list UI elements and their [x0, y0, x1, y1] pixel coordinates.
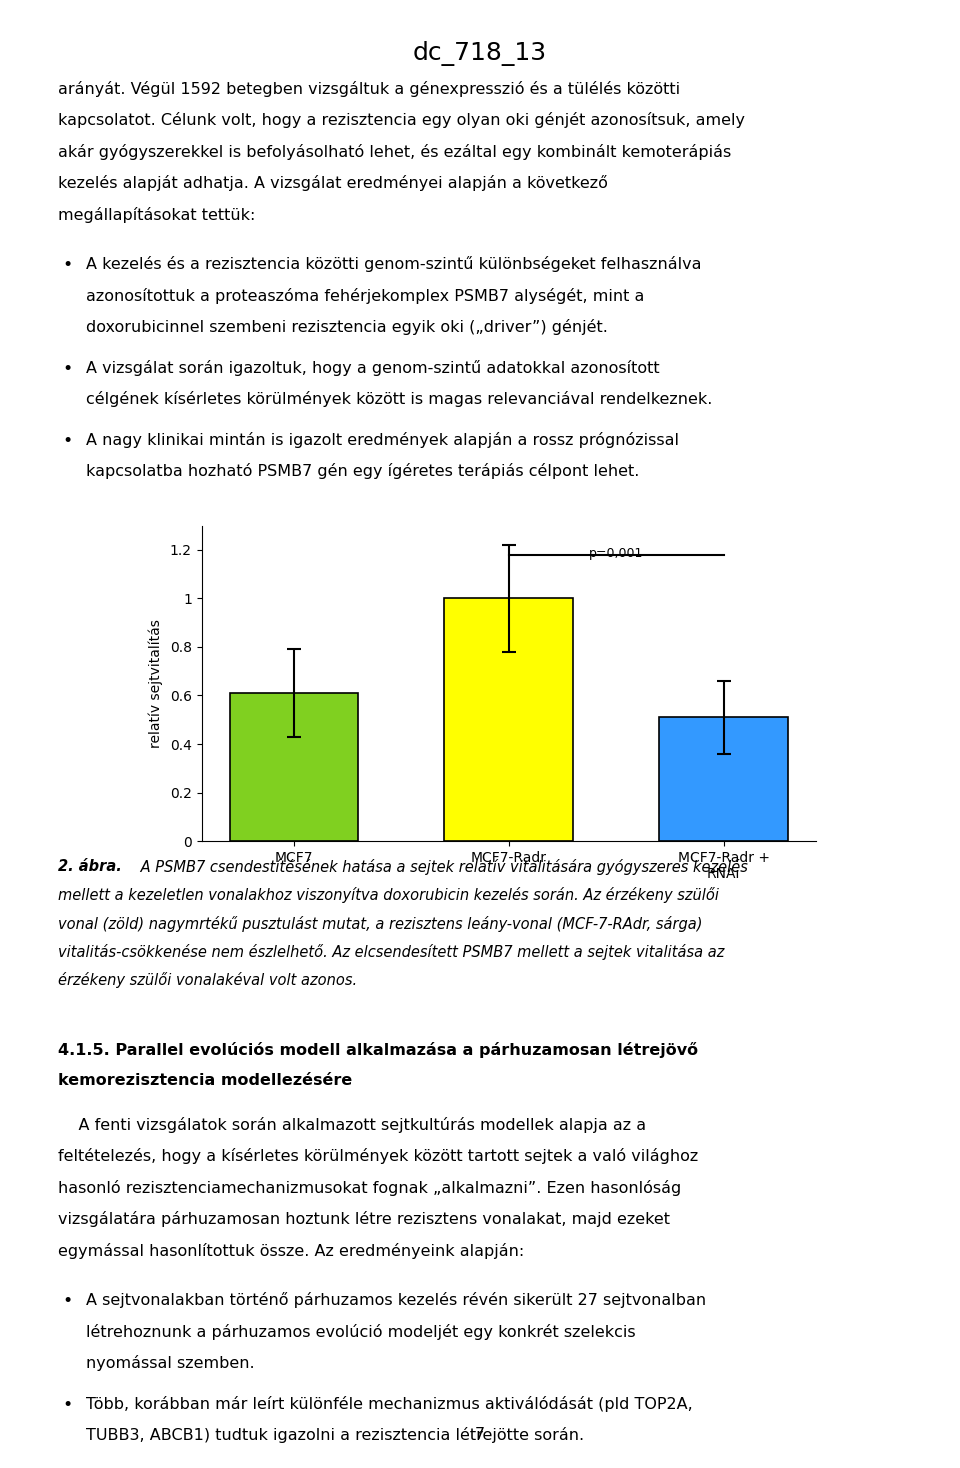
Text: •: •: [62, 1396, 73, 1414]
Text: akár gyógyszerekkel is befolyásolható lehet, és ezáltal egy kombinált kemoterápi: akár gyógyszerekkel is befolyásolható le…: [58, 144, 731, 160]
Text: •: •: [62, 255, 73, 275]
Text: célgének kísérletes körülmények között is magas relevanciával rendelkeznek.: célgének kísérletes körülmények között i…: [86, 390, 712, 407]
Text: •: •: [62, 432, 73, 449]
Text: létrehoznunk a párhuzamos evolúció modeljét egy konkrét szelekcis: létrehoznunk a párhuzamos evolúció model…: [86, 1324, 636, 1340]
Text: egymással hasonlítottuk össze. Az eredményeink alapján:: egymással hasonlítottuk össze. Az eredmé…: [58, 1243, 524, 1260]
Text: érzékeny szülői vonalakéval volt azonos.: érzékeny szülői vonalakéval volt azonos.: [58, 972, 357, 988]
Text: A vizsgálat során igazoltuk, hogy a genom-szintű adatokkal azonosított: A vizsgálat során igazoltuk, hogy a geno…: [86, 360, 660, 376]
Text: megállapításokat tettük:: megállapításokat tettük:: [58, 207, 255, 223]
Text: kemorezisztencia modellezésére: kemorezisztencia modellezésére: [58, 1073, 352, 1088]
Text: 4.1.5. Parallel evolúciós modell alkalmazása a párhuzamosan létrejövő: 4.1.5. Parallel evolúciós modell alkalma…: [58, 1042, 698, 1058]
Text: vizsgálatára párhuzamosan hoztunk létre rezisztens vonalakat, majd ezeket: vizsgálatára párhuzamosan hoztunk létre …: [58, 1211, 670, 1227]
Text: kapcsolatba hozható PSMB7 gén egy ígéretes terápiás célpont lehet.: kapcsolatba hozható PSMB7 gén egy ígéret…: [86, 462, 639, 479]
Text: A nagy klinikai mintán is igazolt eredmények alapján a rossz prógnózissal: A nagy klinikai mintán is igazolt eredmé…: [86, 432, 680, 448]
Text: A sejtvonalakban történő párhuzamos kezelés révén sikerült 27 sejtvonalban: A sejtvonalakban történő párhuzamos keze…: [86, 1292, 707, 1308]
Text: feltételezés, hogy a kísérletes körülmények között tartott sejtek a való világho: feltételezés, hogy a kísérletes körülmén…: [58, 1148, 698, 1164]
Text: kapcsolatot. Célunk volt, hogy a rezisztencia egy olyan oki génjét azonosítsuk, : kapcsolatot. Célunk volt, hogy a reziszt…: [58, 113, 745, 128]
Bar: [660, 718, 788, 841]
Text: arányát. Végül 1592 betegben vizsgáltuk a génexpresszió és a tülélés közötti: arányát. Végül 1592 betegben vizsgáltuk …: [58, 81, 680, 97]
Text: 2. ábra.: 2. ábra.: [58, 859, 121, 873]
Text: A kezelés és a rezisztencia közötti genom-szintű különbségeket felhasználva: A kezelés és a rezisztencia közötti geno…: [86, 255, 702, 272]
Text: hasonló rezisztenciamechanizmusokat fognak „alkalmazni”. Ezen hasonlóság: hasonló rezisztenciamechanizmusokat fogn…: [58, 1180, 681, 1196]
Text: dc_718_13: dc_718_13: [413, 41, 547, 66]
Text: TUBB3, ABCB1) tudtuk igazolni a rezisztencia létrejötte során.: TUBB3, ABCB1) tudtuk igazolni a reziszte…: [86, 1427, 585, 1443]
Text: p=0,001: p=0,001: [589, 548, 643, 561]
Text: •: •: [62, 360, 73, 377]
Text: vonal (zöld) nagymrtékű pusztulást mutat, a rezisztens leány-vonal (MCF-7-RAdr, : vonal (zöld) nagymrtékű pusztulást mutat…: [58, 916, 702, 932]
Text: •: •: [62, 1292, 73, 1311]
Y-axis label: relatív sejtvitalítás: relatív sejtvitalítás: [149, 619, 163, 747]
Text: 7: 7: [475, 1427, 485, 1442]
Text: azonosítottuk a proteaszóma fehérjekomplex PSMB7 alységét, mint a: azonosítottuk a proteaszóma fehérjekompl…: [86, 288, 645, 304]
Text: A PSMB7 csendestítésének hatása a sejtek relatív vitalitására gyógyszeres kezelé: A PSMB7 csendestítésének hatása a sejtek…: [136, 859, 748, 875]
Text: vitalitás-csökkenése nem észlelhető. Az elcsendesített PSMB7 mellett a sejtek vi: vitalitás-csökkenése nem észlelhető. Az …: [58, 944, 724, 960]
Text: doxorubicinnel szembeni rezisztencia egyik oki („driver”) génjét.: doxorubicinnel szembeni rezisztencia egy…: [86, 319, 609, 335]
Text: nyomással szemben.: nyomással szemben.: [86, 1355, 255, 1371]
Text: mellett a kezeletlen vonalakhoz viszonyítva doxorubicin kezelés során. Az érzéke: mellett a kezeletlen vonalakhoz viszonyí…: [58, 887, 719, 903]
Text: Több, korábban már leírt különféle mechanizmus aktiválódását (pld TOP2A,: Több, korábban már leírt különféle mecha…: [86, 1396, 693, 1412]
Bar: [444, 599, 573, 841]
Text: A fenti vizsgálatok során alkalmazott sejtkultúrás modellek alapja az a: A fenti vizsgálatok során alkalmazott se…: [58, 1117, 646, 1133]
Text: kezelés alapját adhatja. A vizsgálat eredményei alapján a következő: kezelés alapját adhatja. A vizsgálat ere…: [58, 175, 608, 191]
Bar: [229, 693, 358, 841]
